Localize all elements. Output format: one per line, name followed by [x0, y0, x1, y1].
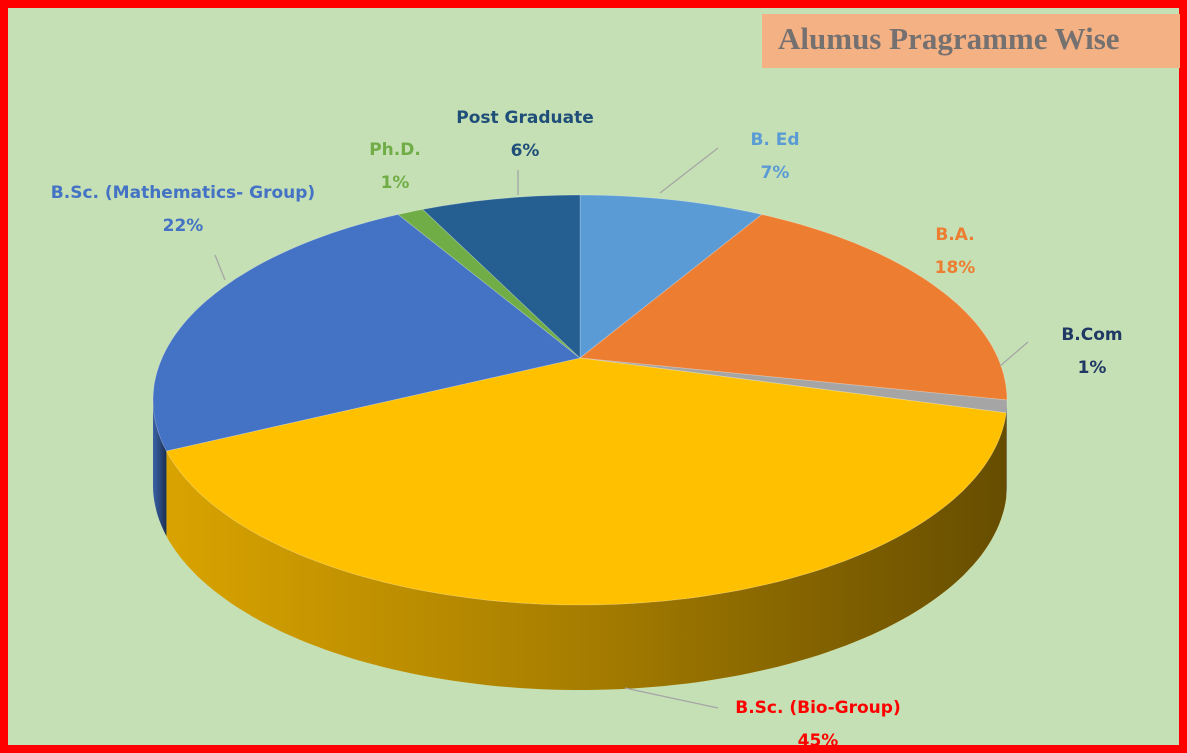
leader-line [659, 147, 719, 194]
slice [165, 357, 1007, 606]
data-label-name: B.A. [935, 225, 974, 245]
slice-side-shade [153, 400, 167, 536]
data-label-name: B. Ed [750, 130, 799, 150]
leader-line [624, 687, 719, 709]
slice [152, 214, 581, 452]
title-box [762, 14, 1180, 68]
data-label-value: 22% [163, 216, 204, 236]
data-labels: B. Ed 7% B.A. 18% B.Com 1% B.Sc. (Bio-Group) 45… [51, 108, 1123, 751]
leader-line [214, 254, 226, 281]
data-label-name: Ph.D. [369, 140, 421, 160]
data-label-value: 6% [511, 141, 540, 161]
chart-title: Alumus Pragramme Wise [778, 21, 1120, 56]
slice-side-shade [1006, 400, 1007, 498]
pie-slices [152, 194, 1008, 606]
data-label-value: 1% [381, 173, 410, 193]
data-label-name: B.Com [1061, 325, 1122, 345]
leader-line [999, 341, 1029, 367]
pie-sides [153, 400, 1007, 690]
data-label-value: 45% [798, 731, 839, 751]
data-label-name: B.Sc. (Mathematics- Group) [51, 183, 315, 203]
data-label-name: B.Sc. (Bio-Group) [735, 698, 900, 718]
slice-side-shade [166, 412, 1007, 690]
data-label-name: Post Graduate [456, 108, 594, 128]
data-label-value: 1% [1078, 358, 1107, 378]
data-label-value: 7% [761, 163, 790, 183]
slice [579, 194, 763, 359]
slice [421, 194, 581, 359]
data-label-value: 18% [935, 258, 976, 278]
